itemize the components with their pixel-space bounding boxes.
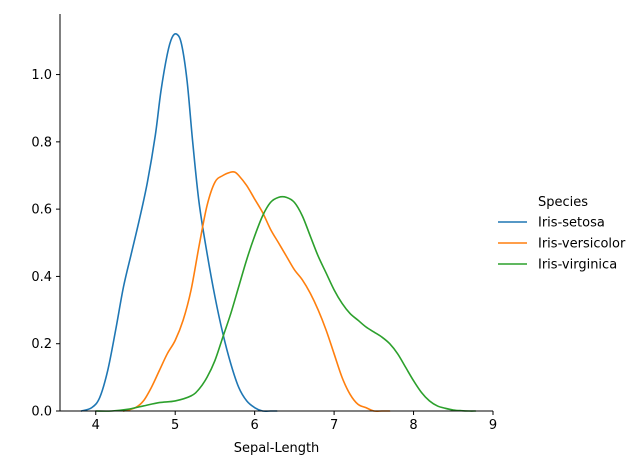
density-curves bbox=[80, 32, 477, 413]
axes bbox=[59, 14, 493, 412]
x-tick-label: 9 bbox=[489, 418, 497, 433]
series-line-iris-versicolor bbox=[122, 170, 391, 413]
legend-items: Iris-setosa Iris-versicolor Iris-virginica bbox=[498, 216, 626, 273]
x-tick-label: 8 bbox=[409, 418, 417, 433]
x-tick-label: 6 bbox=[251, 418, 259, 433]
series-line-iris-virginica bbox=[94, 195, 477, 412]
x-tick-label: 7 bbox=[330, 418, 338, 433]
y-tick-label: 0.4 bbox=[31, 270, 52, 285]
x-tick-label: 4 bbox=[92, 418, 100, 433]
legend: Species Iris-setosa Iris-versicolor Iris-v… bbox=[498, 195, 626, 273]
legend-label: Iris-virginica bbox=[538, 258, 617, 273]
x-axis-label: Sepal-Length bbox=[234, 441, 320, 456]
legend-label: Iris-versicolor bbox=[538, 237, 626, 252]
y-tick-label: 1.0 bbox=[31, 68, 52, 83]
legend-label: Iris-setosa bbox=[538, 216, 605, 231]
x-ticks: 4 5 6 7 8 9 bbox=[92, 411, 497, 433]
y-tick-label: 0.6 bbox=[31, 203, 52, 218]
legend-title: Species bbox=[538, 195, 588, 210]
x-tick-label: 5 bbox=[171, 418, 179, 433]
y-ticks: 0.0 0.2 0.4 0.6 0.8 1.0 bbox=[31, 68, 60, 420]
y-tick-label: 0.8 bbox=[31, 135, 52, 150]
series-line-iris-setosa bbox=[80, 32, 278, 413]
y-tick-label: 0.2 bbox=[31, 337, 52, 352]
y-tick-label: 0.0 bbox=[31, 405, 52, 420]
